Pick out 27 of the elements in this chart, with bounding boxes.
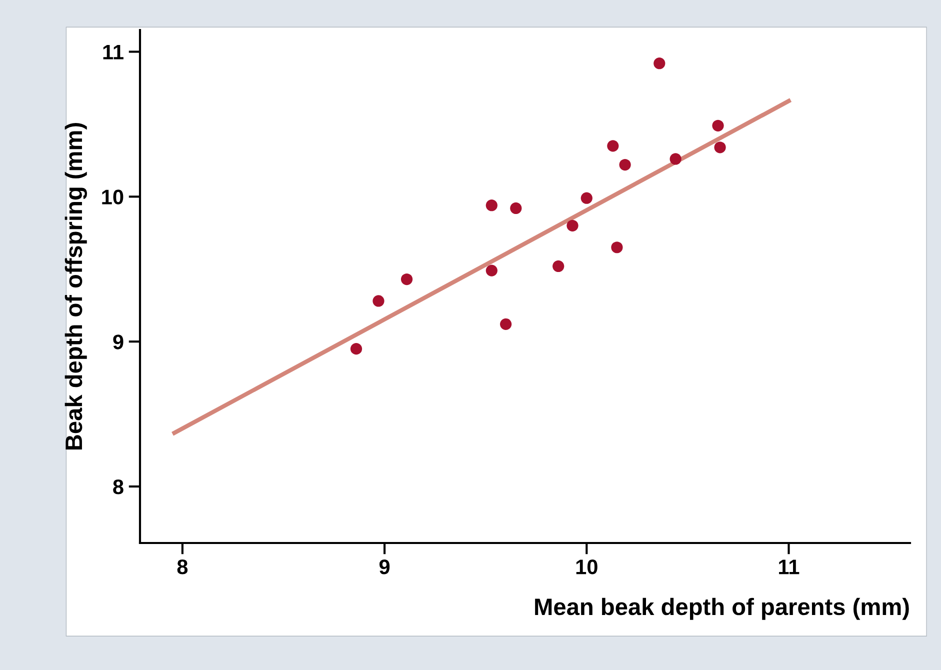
x-tick-label: 10 bbox=[576, 560, 598, 574]
x-axis-title: Mean beak depth of parents (mm) bbox=[535, 598, 909, 620]
y-tick-label: 11 bbox=[103, 44, 124, 60]
point bbox=[670, 153, 682, 165]
point bbox=[486, 200, 498, 212]
point bbox=[372, 295, 384, 307]
y-axis-title: Beak depth of offspring (mm) bbox=[64, 123, 87, 450]
y-tick-label: 8 bbox=[113, 479, 124, 494]
point bbox=[611, 242, 623, 254]
x-tick-label: 9 bbox=[379, 560, 390, 574]
point bbox=[580, 192, 592, 204]
point bbox=[654, 58, 666, 70]
y-tick-label: 9 bbox=[113, 334, 124, 350]
point bbox=[712, 120, 724, 132]
point bbox=[400, 273, 413, 286]
point bbox=[566, 220, 578, 232]
point bbox=[500, 318, 512, 330]
point bbox=[350, 343, 362, 355]
point bbox=[714, 142, 726, 154]
y-tick-label: 10 bbox=[102, 190, 124, 204]
point bbox=[607, 140, 619, 152]
x-tick-label: 8 bbox=[177, 560, 188, 574]
point bbox=[619, 158, 631, 171]
point bbox=[552, 260, 564, 272]
x-tick-label: 11 bbox=[779, 560, 800, 574]
point bbox=[510, 202, 522, 214]
point bbox=[486, 264, 498, 276]
